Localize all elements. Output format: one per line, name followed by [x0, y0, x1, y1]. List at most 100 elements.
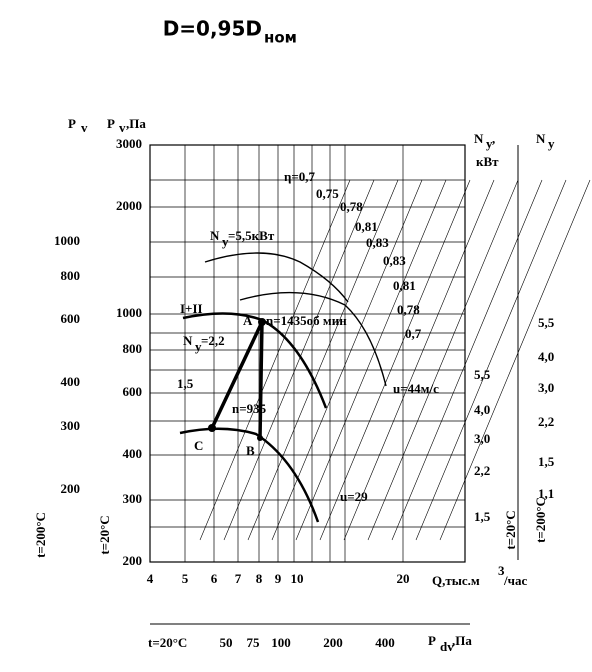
- tick-label: 1,5: [538, 454, 555, 469]
- tick-label: 600: [123, 384, 143, 399]
- tick-label: 3,0: [538, 380, 554, 395]
- label: dv: [440, 639, 454, 654]
- diagonal-line: [439, 179, 591, 541]
- efficiency-label: 0,83: [383, 253, 406, 268]
- efficiency-label: 0,81: [393, 278, 416, 293]
- label: ,: [492, 131, 495, 146]
- tick-label: 3,0: [474, 431, 490, 446]
- label: P: [428, 633, 436, 648]
- label: t=20°C: [503, 510, 518, 549]
- tick-label: 300: [123, 491, 143, 506]
- label: t=20°C: [97, 515, 112, 554]
- label: y: [222, 234, 229, 249]
- label: ,Па: [452, 633, 472, 648]
- tick-label: 10: [291, 571, 304, 586]
- label: t=20°C: [148, 635, 187, 650]
- point-a: [258, 318, 266, 326]
- tick-label: 75: [247, 635, 261, 650]
- tick-label: 5: [182, 571, 189, 586]
- diagonal-line: [247, 179, 399, 541]
- tick-label: 6: [211, 571, 218, 586]
- tick-label: 1,5: [474, 509, 491, 524]
- label: u=44м/с: [393, 381, 439, 396]
- tick-label: 400: [61, 374, 81, 389]
- tick-label: 400: [123, 446, 143, 461]
- diagonal-line: [295, 179, 447, 541]
- tick-label: 800: [61, 268, 81, 283]
- label: I+II: [180, 301, 203, 316]
- tick-label: 2000: [116, 198, 142, 213]
- efficiency-label: η=0,7: [284, 169, 316, 184]
- diagonal-line: [391, 179, 543, 541]
- tick-label: 9: [275, 571, 282, 586]
- tick-label: 400: [375, 635, 395, 650]
- tick-label: 7: [235, 571, 242, 586]
- label: P: [107, 116, 115, 131]
- tick-label: 20: [397, 571, 410, 586]
- tick-label: 200: [61, 481, 81, 496]
- label: N: [474, 131, 484, 146]
- tick-label: 200: [123, 553, 143, 568]
- label: N: [183, 333, 193, 348]
- label: =5,5кВт: [228, 228, 275, 243]
- tick-label: 300: [61, 418, 81, 433]
- title: D=0,95D: [163, 17, 262, 41]
- layout: [150, 144, 591, 563]
- label: P: [68, 116, 76, 131]
- point-c: [208, 424, 216, 432]
- label: ,Па: [126, 116, 146, 131]
- tick-label: 200: [323, 635, 343, 650]
- label: v: [119, 120, 126, 135]
- label: y: [195, 339, 202, 354]
- efficiency-label: 0,7: [405, 326, 422, 341]
- efficiency-label: 0,81: [355, 219, 378, 234]
- tick-label: 4,0: [538, 349, 554, 364]
- label: v: [81, 120, 88, 135]
- label: y: [486, 136, 493, 151]
- efficiency-curve: [239, 291, 387, 387]
- diagonal-line: [199, 179, 351, 541]
- label: =2,2: [201, 333, 225, 348]
- efficiency-label: 0,75: [316, 186, 339, 201]
- tick-label: 1,1: [538, 486, 554, 501]
- label: 1,5: [177, 376, 194, 391]
- tick-label: 800: [123, 341, 143, 356]
- label: u=29: [340, 489, 368, 504]
- label: C: [194, 438, 203, 453]
- point-b: [257, 435, 263, 441]
- diagonal-line: [223, 179, 375, 541]
- tick-label: 1000: [54, 233, 80, 248]
- diagonal-line: [271, 179, 423, 541]
- tick-label: 2,2: [474, 463, 490, 478]
- efficiency-label: 0,78: [397, 302, 420, 317]
- power-curve: [204, 252, 349, 303]
- label: /час: [503, 573, 527, 588]
- efficiency-label: 0,78: [340, 199, 363, 214]
- diagonal-line: [367, 179, 519, 541]
- diagonal-line: [343, 179, 495, 541]
- label: Q,тыс.м: [432, 573, 480, 588]
- tick-label: 1000: [116, 305, 142, 320]
- diagonal-line: [319, 179, 471, 541]
- label: n=1435об мин: [266, 313, 347, 328]
- label: N: [536, 131, 546, 146]
- label: кВт: [476, 154, 499, 169]
- tick-label: 5,5: [474, 367, 491, 382]
- efficiency-label: 0,83: [366, 235, 389, 250]
- tick-label: 5,5: [538, 315, 555, 330]
- label: y: [548, 136, 555, 151]
- tick-label: 2,2: [538, 414, 554, 429]
- tick-label: 100: [271, 635, 291, 650]
- title-sub: ном: [264, 29, 297, 47]
- label: A: [243, 313, 253, 328]
- diagonal-line: [415, 179, 567, 541]
- label: B: [246, 443, 255, 458]
- tick-label: 8: [256, 571, 263, 586]
- tick-label: 3000: [116, 136, 142, 151]
- label: N: [210, 228, 220, 243]
- label: n=935: [232, 401, 267, 416]
- tick-label: 4,0: [474, 402, 490, 417]
- label: 3: [498, 563, 505, 578]
- label: t=200°C: [533, 497, 548, 543]
